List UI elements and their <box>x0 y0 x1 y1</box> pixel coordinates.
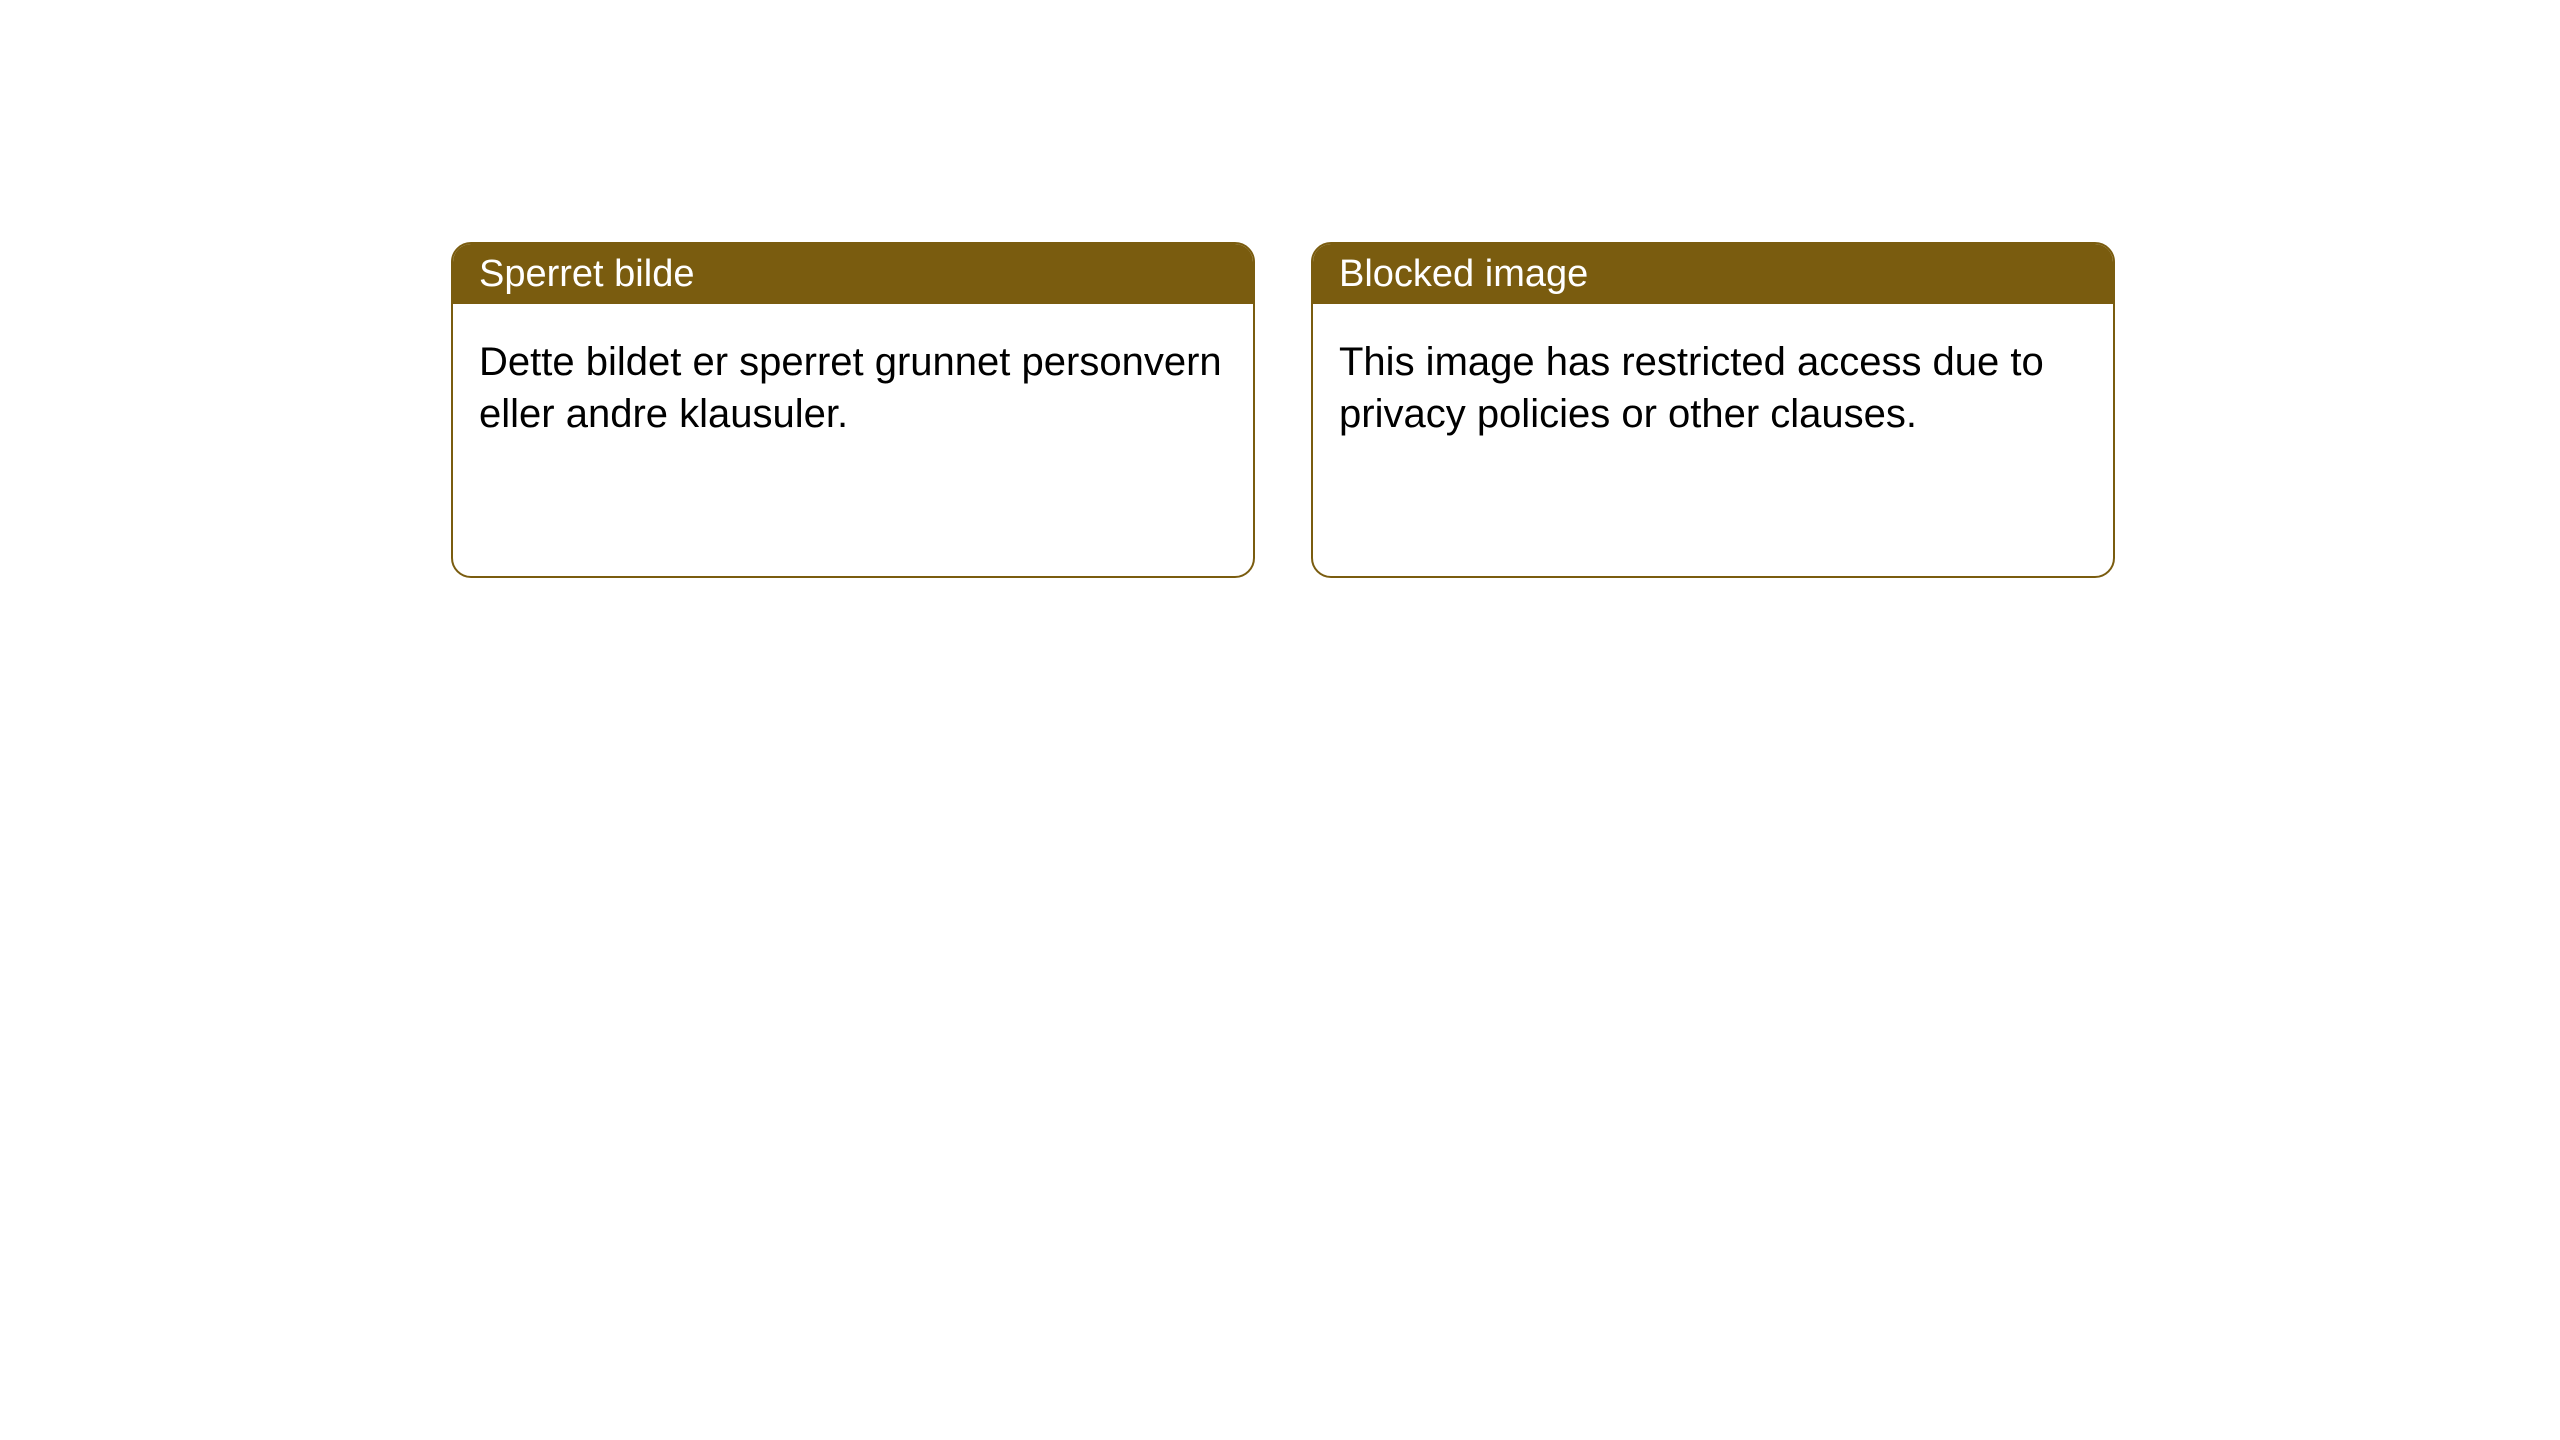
blocked-image-card-en: Blocked image This image has restricted … <box>1311 242 2115 578</box>
card-body-no: Dette bildet er sperret grunnet personve… <box>453 304 1253 472</box>
card-message-en: This image has restricted access due to … <box>1339 340 2044 436</box>
blocked-image-card-no: Sperret bilde Dette bildet er sperret gr… <box>451 242 1255 578</box>
card-message-no: Dette bildet er sperret grunnet personve… <box>479 340 1222 436</box>
card-title-no: Sperret bilde <box>479 253 694 296</box>
card-body-en: This image has restricted access due to … <box>1313 304 2113 472</box>
card-title-en: Blocked image <box>1339 253 1588 296</box>
notice-container: Sperret bilde Dette bildet er sperret gr… <box>0 0 2560 578</box>
card-header-en: Blocked image <box>1313 244 2113 304</box>
card-header-no: Sperret bilde <box>453 244 1253 304</box>
